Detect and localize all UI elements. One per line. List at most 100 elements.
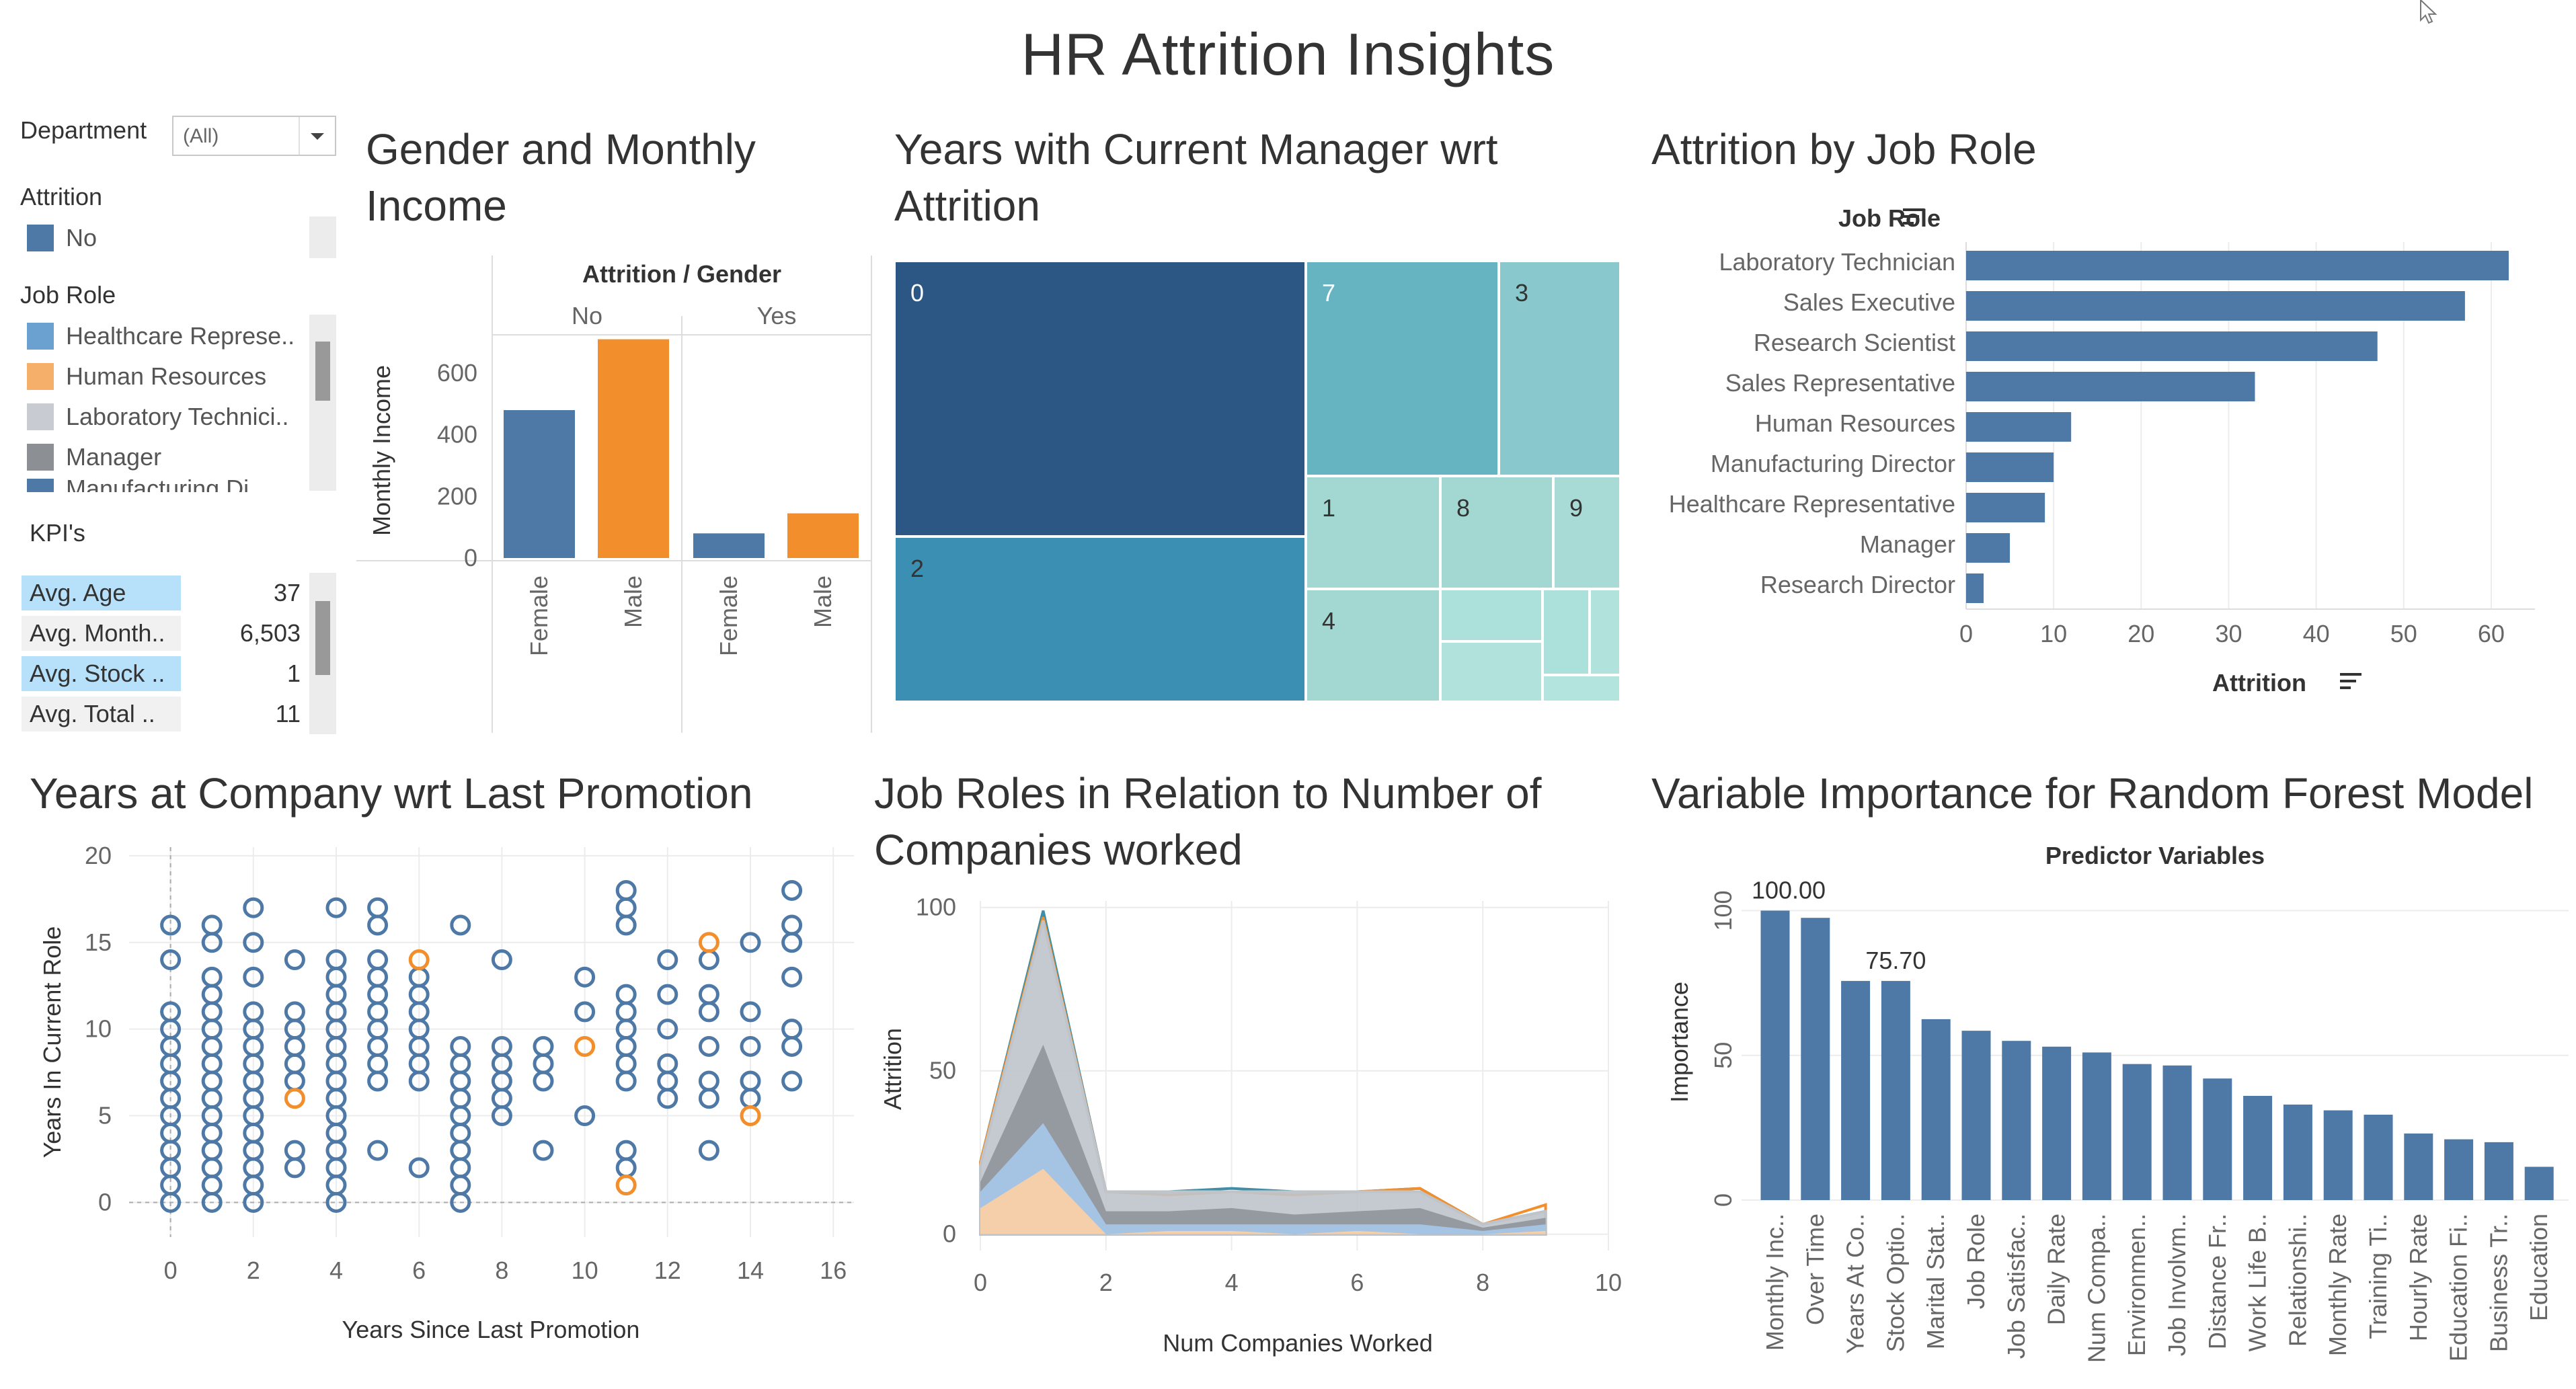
y-tick-label: 50: [1709, 1042, 1737, 1069]
kpi-label: KPI's: [30, 519, 85, 547]
bar: [787, 513, 859, 558]
legend-item-laboratory[interactable]: Laboratory Technici..: [66, 403, 289, 430]
scatter-point: [325, 949, 347, 971]
scatter-point: [615, 1140, 637, 1161]
job-role-scrollbar-track[interactable]: [309, 315, 336, 491]
y-axis-label: Attrition: [879, 1028, 906, 1110]
x-tick-label: 20: [2128, 620, 2154, 647]
scatter-point: [450, 1035, 471, 1057]
treemap-tile: [1439, 640, 1544, 702]
legend-item-healthcare[interactable]: Healthcare Represe..: [66, 322, 295, 350]
scatter-point: [284, 1035, 305, 1057]
sheet-title-manager-years: Years with Current Manager wrt Attrition: [894, 125, 1498, 230]
scatter-point: [491, 1035, 512, 1057]
kpi-row: Avg. Month.. 6,503: [22, 616, 301, 651]
scatter-point: [450, 1157, 471, 1179]
scatter-point: [615, 984, 637, 1005]
bar: [1966, 533, 2011, 563]
y-tick-label: 600: [437, 359, 477, 387]
scatter-point: [243, 897, 264, 918]
scatter-point: [698, 1140, 719, 1161]
scatter-point: [657, 1053, 678, 1074]
x-tick-label: Over Time: [1801, 1214, 1829, 1325]
sort-icon: [1903, 208, 1924, 225]
bar: [1961, 1031, 1991, 1200]
x-tick-label: 10: [2040, 620, 2067, 647]
attrition-legend-item[interactable]: No: [66, 224, 97, 251]
bar: [1841, 981, 1871, 1200]
scatter-point: [698, 1035, 719, 1057]
treemap-label: 0: [910, 279, 924, 307]
bar: [1966, 573, 1984, 603]
treemap-tile: [894, 261, 1307, 538]
scatter-point: [284, 1140, 305, 1161]
scatter-point: [740, 1070, 761, 1092]
job-role-scrollbar-thumb[interactable]: [315, 342, 330, 401]
x-tick-label: 40: [2303, 620, 2330, 647]
chart-header: Attrition / Gender: [582, 260, 781, 288]
kpi-scrollbar-track[interactable]: [309, 573, 336, 734]
y-tick-label: 0: [98, 1188, 112, 1216]
x-tick-label: 4: [1225, 1269, 1239, 1296]
x-tick-label: 8: [1476, 1269, 1489, 1296]
x-tick-label: Stock Optio..: [1881, 1214, 1909, 1352]
companies-area-chart[interactable]: 0 50 100 0 2 4 6 8 10 Num Companies Worked Attriti…: [867, 887, 1641, 1365]
scatter-point: [367, 1035, 389, 1057]
scatter-point: [533, 1140, 554, 1161]
scatter-point: [201, 1175, 223, 1196]
y-tick-label: 0: [464, 544, 477, 571]
scatter-point: [657, 1019, 678, 1040]
legend-item-human-resources[interactable]: Human Resources: [66, 362, 267, 390]
group-label: Yes: [757, 302, 797, 329]
scatter-point: [367, 966, 389, 988]
bar: [2042, 1046, 2072, 1200]
scatter-point: [160, 949, 182, 971]
scatter-point: [781, 966, 803, 988]
sheet-title-promotion: Years at Company wrt Last Promotion: [30, 769, 753, 818]
x-tick-label: Job Involvm..: [2163, 1214, 2191, 1356]
y-tick-label: Manufacturing Director: [1711, 450, 1955, 477]
data-label: 100.00: [1752, 876, 1826, 904]
y-tick-label: 0: [1709, 1193, 1737, 1207]
x-tick-label: Daily Rate: [2043, 1214, 2070, 1325]
gender-income-chart[interactable]: Attrition / Gender No Yes 0 200 400 600 Monthly…: [350, 249, 874, 733]
x-tick-label: Training Ti..: [2364, 1214, 2392, 1339]
bar: [2484, 1142, 2513, 1200]
job-role-bar-chart[interactable]: 0 10 20 30 40 50 60 Job Role Laboratory Technici…: [1641, 195, 2576, 706]
bar: [2243, 1096, 2273, 1200]
kpi-scrollbar-thumb[interactable]: [315, 601, 330, 675]
mouse-pointer-icon: [2420, 0, 2437, 24]
x-tick-label: Job Role: [1962, 1214, 1990, 1309]
scatter-point: [367, 1070, 389, 1092]
legend-item-partial[interactable]: Manufacturing Di...: [66, 479, 269, 492]
bar: [2283, 1104, 2312, 1200]
scatter-point: [201, 984, 223, 1005]
scatter-point: [201, 1088, 223, 1109]
scatter-point: [657, 949, 678, 971]
bar: [2082, 1052, 2111, 1200]
department-dropdown[interactable]: (All): [172, 116, 336, 156]
scatter-point: [408, 1157, 430, 1179]
manager-years-treemap[interactable]: 0 2 7 3 1 8 9 4: [894, 261, 1621, 702]
x-tick-label: Hourly Rate: [2405, 1214, 2432, 1341]
scatter-point: [201, 914, 223, 936]
bar: [1881, 981, 1910, 1200]
importance-bar-chart[interactable]: Predictor Variables 0 50 100 Importance Month…: [1641, 834, 2576, 1372]
treemap-tile: [1497, 261, 1621, 477]
y-tick-label: 50: [929, 1057, 956, 1084]
treemap-label: 4: [1322, 607, 1335, 635]
attrition-legend-swatch: [27, 225, 54, 251]
x-tick-label: 60: [2478, 620, 2505, 647]
y-tick-label: Human Resources: [1755, 409, 1955, 437]
promotion-scatter-chart[interactable]: 0 5 10 15 20 0 2 4 6 8 10 12 14 16 Years Since Last Pr…: [20, 834, 867, 1365]
treemap-label: 9: [1569, 494, 1583, 522]
x-tick-label: 4: [329, 1257, 343, 1284]
scatter-point: [698, 1001, 719, 1023]
legend-item-manager[interactable]: Manager: [66, 443, 162, 471]
bar: [1801, 918, 1830, 1200]
chevron-down-icon[interactable]: [299, 117, 335, 155]
scatter-point: [243, 932, 264, 953]
legend-scrollbar-track[interactable]: [309, 216, 336, 258]
y-tick-label: Sales Executive: [1783, 288, 1955, 316]
y-axis-label: Years In Current Role: [38, 926, 66, 1158]
